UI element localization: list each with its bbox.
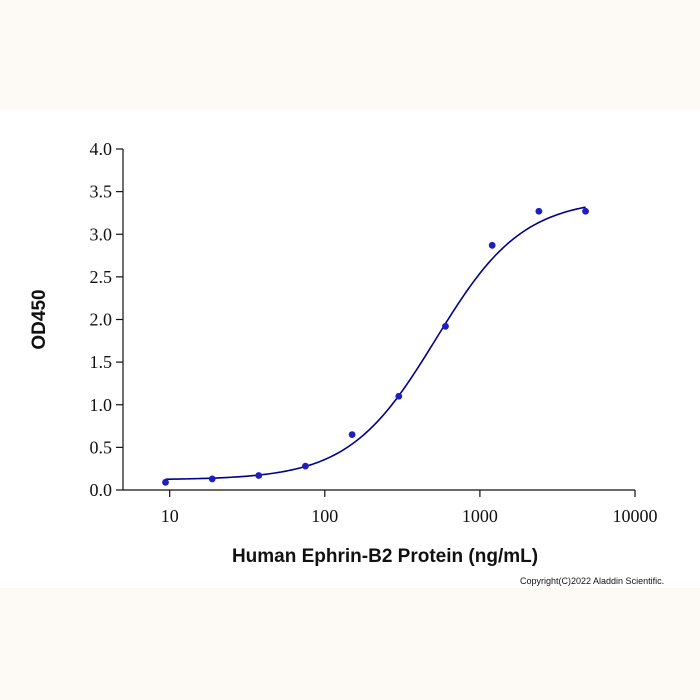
data-point — [255, 472, 263, 479]
data-point — [488, 241, 496, 249]
y-tick-label: 1.5 — [90, 352, 113, 372]
y-axis-title: OD450 — [29, 289, 50, 349]
y-tick-label: 3.0 — [90, 224, 113, 244]
x-tick-label: 10 — [161, 506, 179, 526]
y-tick-label: 0.5 — [90, 437, 113, 457]
data-point — [162, 478, 169, 486]
y-tick-label: 0.0 — [90, 480, 113, 500]
data-point — [442, 322, 449, 330]
y-tick-label: 2.0 — [90, 310, 113, 330]
axes — [122, 149, 635, 491]
copyright-notice: Copyright(C)2022 Aladdin Scientific. — [520, 576, 665, 586]
fit-curve — [165, 206, 586, 481]
y-tick-label: 4.0 — [90, 139, 113, 159]
x-tick-label: 1000 — [462, 506, 498, 526]
y-axis-ticks: 0.0 0.5 1.0 1.5 2.0 2.5 3.0 3.5 4.0 — [90, 139, 123, 500]
data-point — [535, 207, 543, 215]
y-tick-label: 2.5 — [90, 267, 113, 287]
x-axis-title: Human Ephrin-B2 Protein (ng/mL) — [232, 546, 538, 567]
x-tick-label: 10000 — [613, 506, 658, 526]
x-axis-ticks: 10 100 1000 10000 — [161, 490, 658, 526]
data-point — [302, 462, 309, 470]
y-tick-label: 3.5 — [90, 182, 113, 202]
data-point — [348, 431, 356, 438]
data-points — [162, 207, 589, 486]
data-point — [582, 207, 589, 215]
x-tick-label: 100 — [311, 506, 338, 526]
data-point — [208, 475, 216, 483]
chart-panel: 0.0 0.5 1.0 1.5 2.0 2.5 3.0 3.5 4.0 10 100 1000 100… — [0, 110, 700, 588]
data-point — [395, 392, 403, 400]
y-tick-label: 1.0 — [90, 395, 113, 415]
ec50-chart: 0.0 0.5 1.0 1.5 2.0 2.5 3.0 3.5 4.0 10 100 1000 100… — [29, 139, 658, 567]
